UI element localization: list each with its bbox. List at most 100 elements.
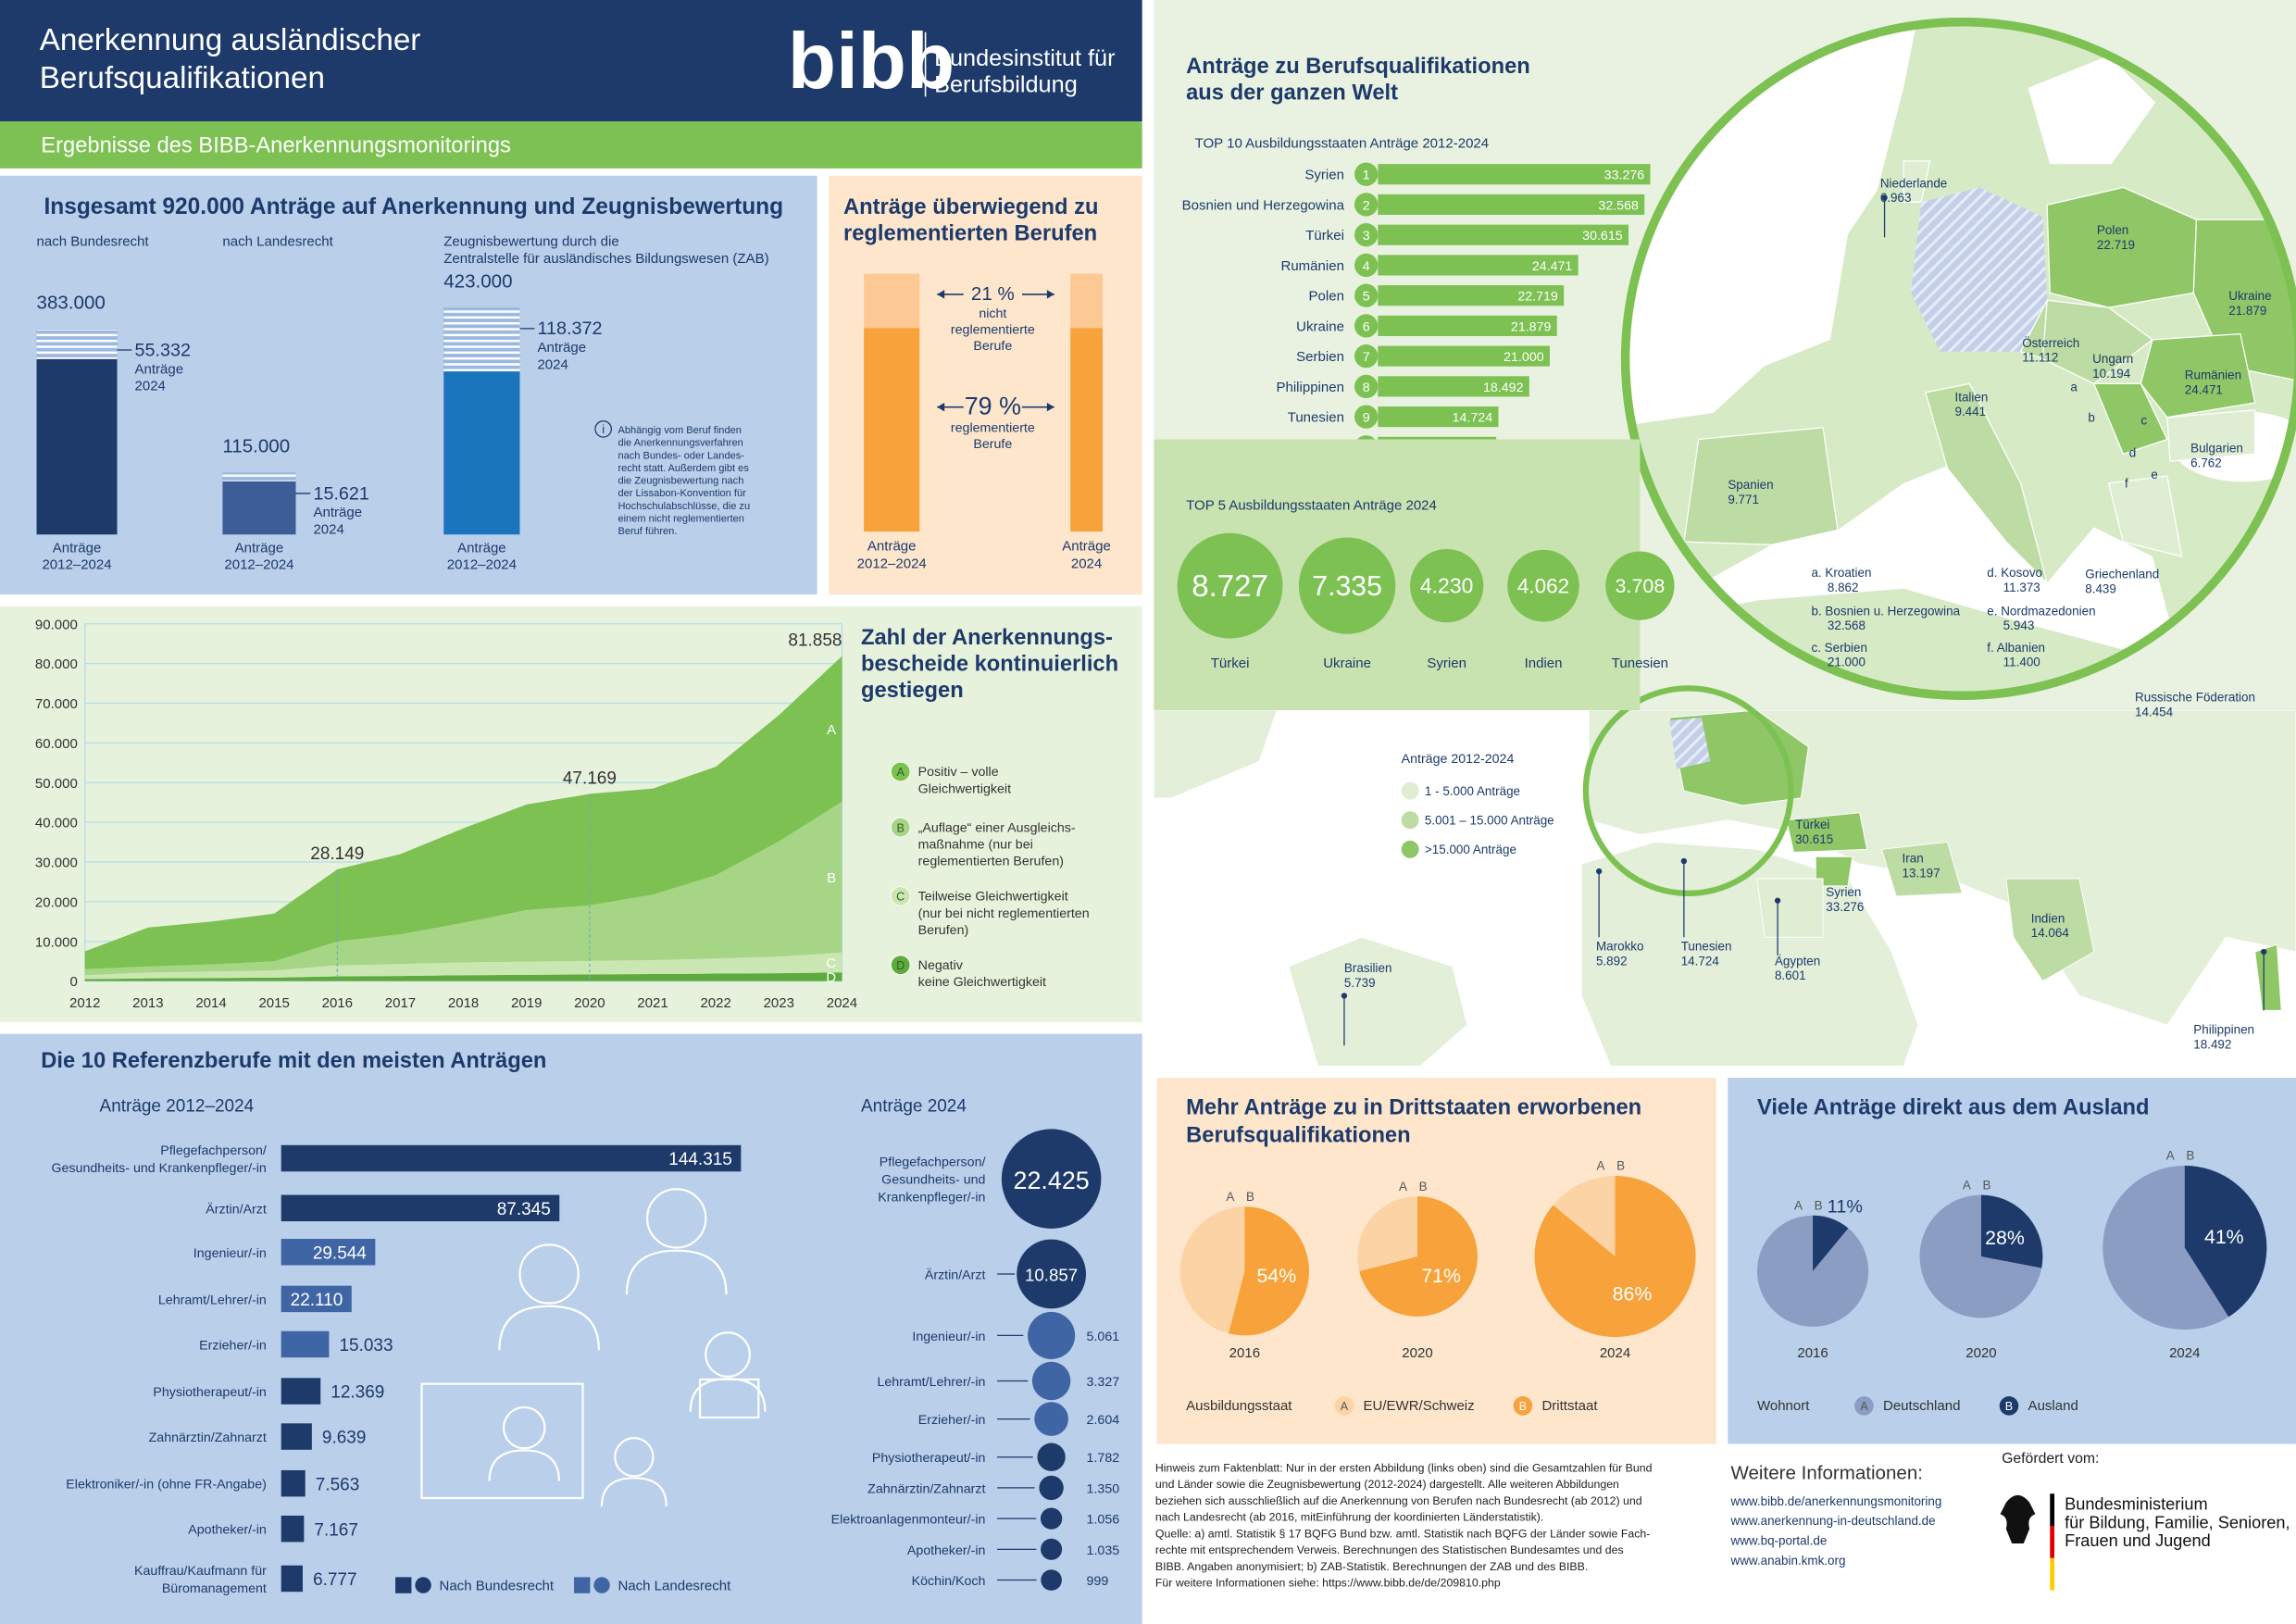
balkan-value: 11.400 xyxy=(2003,656,2040,669)
section-title: Berufsqualifikationen xyxy=(1186,1124,1411,1148)
footnote: Beruf führen. xyxy=(618,526,677,537)
bar-caption: Anträge xyxy=(1062,539,1111,555)
percent-label: 41% xyxy=(2204,1226,2244,1248)
link[interactable]: www.bibb.de/anerkennungsmonitoring xyxy=(1729,1494,1941,1508)
legend-text: Positiv – volle xyxy=(918,765,999,780)
arrow-head xyxy=(1046,290,1054,299)
world-map xyxy=(1154,710,2296,1067)
column-heading: Zeugnisbewertung durch die xyxy=(443,234,619,250)
total-bar xyxy=(36,329,118,535)
map-value: 10.194 xyxy=(2092,367,2131,381)
footer-note: Für weitere Informationen siehe: https:/… xyxy=(1155,1577,1501,1590)
legend-marker xyxy=(593,1577,610,1593)
subtitle: Ergebnisse des BIBB-Anerkennungsmonitori… xyxy=(41,133,511,157)
legend-marker xyxy=(1999,1396,2019,1416)
logo: bibb xyxy=(788,18,955,106)
x-tick-label: 2013 xyxy=(132,995,163,1011)
legend-text: Nach Bundesrecht xyxy=(439,1579,554,1594)
legend-marker xyxy=(891,886,911,906)
bubble xyxy=(1507,549,1579,622)
icon-body xyxy=(488,1449,560,1481)
map-value: 33.276 xyxy=(1826,900,1864,914)
legend-letter: B xyxy=(2005,1400,2013,1413)
pie-letter: A xyxy=(2166,1149,2175,1163)
section-title: Anträge überwiegend zu xyxy=(843,195,1098,219)
share-label: 21 % xyxy=(971,283,1015,305)
eagle xyxy=(2000,1494,2036,1544)
legend-text: Teilweise Gleichwertigkeit xyxy=(918,890,1068,905)
more-info-title: Weitere Informationen: xyxy=(1730,1462,1922,1483)
map-label: Marokko xyxy=(1596,939,1644,953)
icon-laptop xyxy=(698,1378,760,1419)
rank: 7 xyxy=(1363,350,1370,365)
legend-text: (nur bei nicht reglementierten xyxy=(918,906,1090,921)
bubble xyxy=(1039,1475,1064,1501)
profession-name: Köchin/Koch xyxy=(912,1574,986,1589)
header-band xyxy=(0,0,1142,122)
share-text: nicht xyxy=(979,306,1006,321)
profession-name: Krankenpfleger/-in xyxy=(878,1191,985,1206)
rank: 4 xyxy=(1363,259,1370,274)
legend-marker xyxy=(1334,1396,1354,1416)
profession-name: Erzieher/-in xyxy=(199,1338,267,1353)
flag-stripe xyxy=(2050,1526,2055,1558)
share-bar xyxy=(864,328,920,532)
bubble xyxy=(1410,549,1484,623)
link[interactable]: www.bq-portal.de xyxy=(1729,1534,1827,1548)
year-label: 2020 xyxy=(1402,1345,1432,1361)
map-label: Niederlande xyxy=(1880,176,1947,190)
sea xyxy=(1683,465,2170,652)
recent-caption: 2024 xyxy=(537,356,568,372)
legend-marker xyxy=(891,817,911,838)
legend-marker xyxy=(891,955,911,975)
percent-label: 71% xyxy=(1421,1265,1461,1287)
rank-badge xyxy=(1354,283,1379,307)
profession-name: Kauffrau/Kaufmann für xyxy=(134,1564,267,1579)
value-label: 24.471 xyxy=(1532,259,1573,274)
value-label: 144.315 xyxy=(668,1150,732,1169)
rank-badge xyxy=(1354,374,1379,399)
map-value: 22.719 xyxy=(2097,238,2135,252)
rank: 9 xyxy=(1363,411,1370,426)
section-title: Mehr Anträge zu in Drittstaaten erworben… xyxy=(1186,1096,1641,1120)
pin xyxy=(1680,857,1688,865)
bubble xyxy=(1017,1239,1087,1309)
footer-note: BIBB. Angaben anonymisiert; b) ZAB-Stati… xyxy=(1155,1560,1588,1573)
legend-letter: A xyxy=(1341,1400,1349,1413)
land xyxy=(1288,936,1468,1067)
country xyxy=(2107,475,2183,557)
map-label: Ägypten xyxy=(1775,954,1820,968)
bar xyxy=(281,1469,306,1497)
profession-name: Elektroniker/-in (ohne FR-Angabe) xyxy=(66,1478,267,1493)
profession-name: Erzieher/-in xyxy=(918,1413,986,1428)
rank-badge xyxy=(1354,344,1379,369)
balkan-label: a. Kroatien xyxy=(1811,566,1871,580)
pie-slice xyxy=(2184,1165,2267,1318)
x-tick-label: 2012 xyxy=(69,995,100,1011)
value-label: 5.061 xyxy=(1087,1330,1120,1344)
y-tick-label: 40.000 xyxy=(35,816,78,831)
map-letter: e xyxy=(2151,468,2157,481)
section-title: Viele Anträge direkt aus dem Ausland xyxy=(1757,1096,2150,1120)
country-name: Philippinen xyxy=(1276,380,1343,395)
icon-head xyxy=(705,1331,751,1378)
country-name: Polen xyxy=(1309,289,1344,305)
land xyxy=(1580,841,1919,1067)
rank-badge xyxy=(1354,193,1379,217)
chart-title: gestiegen xyxy=(861,679,964,703)
ministry-name: für Bildung, Familie, Senioren, xyxy=(2065,1513,2290,1531)
bubble xyxy=(1041,1569,1062,1591)
legend-text: reglementierten Berufen) xyxy=(918,855,1064,869)
legend-letter: A xyxy=(896,766,905,779)
y-tick-label: 90.000 xyxy=(35,617,78,632)
share-text: reglementierte xyxy=(951,323,1035,338)
link[interactable]: www.anerkennung-in-deutschland.de xyxy=(1729,1514,1935,1528)
column-heading: Anträge 2012–2024 xyxy=(100,1096,255,1116)
map-value: 5.739 xyxy=(1344,976,1376,990)
rank: 2 xyxy=(1363,198,1370,213)
legend-letter: C xyxy=(896,891,905,904)
value-label: 4.062 xyxy=(1517,574,1569,597)
section-title: Die 10 Referenzberufe mit den meisten An… xyxy=(41,1049,546,1073)
bubble xyxy=(1041,1538,1063,1560)
link[interactable]: www.anabin.kmk.org xyxy=(1729,1554,1845,1568)
